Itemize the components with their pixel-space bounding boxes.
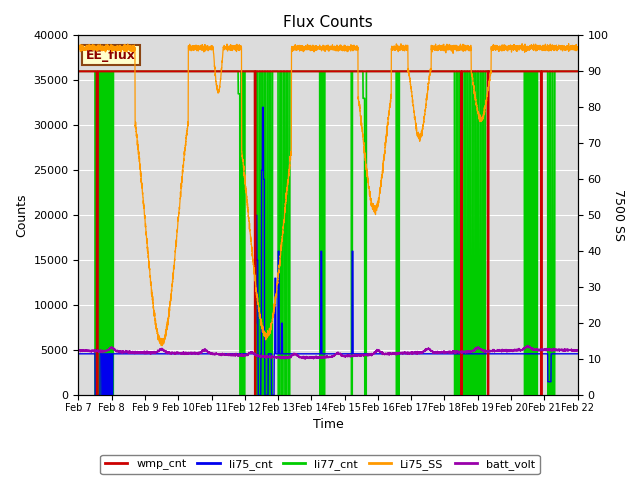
Text: EE_flux: EE_flux [86, 49, 136, 62]
Y-axis label: 7500 SS: 7500 SS [612, 189, 625, 241]
Y-axis label: Counts: Counts [15, 193, 28, 237]
X-axis label: Time: Time [312, 419, 344, 432]
Legend: wmp_cnt, li75_cnt, li77_cnt, Li75_SS, batt_volt: wmp_cnt, li75_cnt, li77_cnt, Li75_SS, ba… [100, 455, 540, 474]
Title: Flux Counts: Flux Counts [283, 15, 373, 30]
